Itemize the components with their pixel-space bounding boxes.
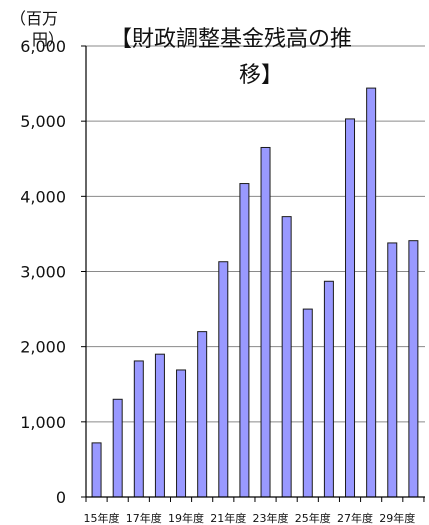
bar (197, 331, 208, 498)
y-tick-label: 6,000 (20, 37, 66, 56)
x-tick-label: 29年度 (379, 511, 415, 525)
bar (154, 353, 165, 498)
y-tick-label: 1,000 (20, 413, 66, 432)
x-tick-label: 25年度 (295, 511, 331, 525)
chart-title-line1: 【財政調整基金残高の推 (110, 27, 352, 52)
x-tick-labels: 15年度 17年度 19年度 21年度 23年度 25年度 27年度 29年度 (84, 511, 416, 525)
y-tick-labels: 0 1,000 2,000 3,000 4,000 5,000 6,000 (20, 37, 66, 507)
bar (176, 369, 187, 498)
x-tick-label: 17年度 (126, 511, 162, 525)
axes (81, 45, 425, 502)
x-tick-label: 21年度 (210, 511, 246, 525)
chart-title-line2: 移】 (239, 63, 283, 88)
bars (91, 87, 419, 498)
x-tick-label: 23年度 (253, 511, 289, 525)
y-tick-label: 4,000 (20, 187, 66, 206)
bar (218, 261, 229, 498)
y-tick-label: 3,000 (20, 263, 66, 282)
bar (323, 280, 334, 498)
y-tick-label: 5,000 (20, 112, 66, 131)
bar (408, 240, 419, 498)
bar (239, 183, 250, 498)
bar (366, 87, 377, 498)
x-tick-label: 27年度 (337, 511, 373, 525)
bar (302, 308, 313, 498)
bar (133, 360, 144, 498)
bar (112, 398, 123, 498)
bar (387, 242, 398, 498)
bar (345, 118, 356, 498)
unit-label-line2: 円） (32, 30, 64, 49)
y-tick-label: 2,000 (20, 338, 66, 357)
unit-label-line1: （百万 (10, 9, 58, 28)
bar (91, 442, 102, 498)
bar (260, 146, 271, 498)
bar (281, 216, 292, 498)
x-tick-label: 19年度 (168, 511, 204, 525)
x-tick-label: 15年度 (84, 511, 120, 525)
y-tick-label: 0 (56, 488, 66, 507)
